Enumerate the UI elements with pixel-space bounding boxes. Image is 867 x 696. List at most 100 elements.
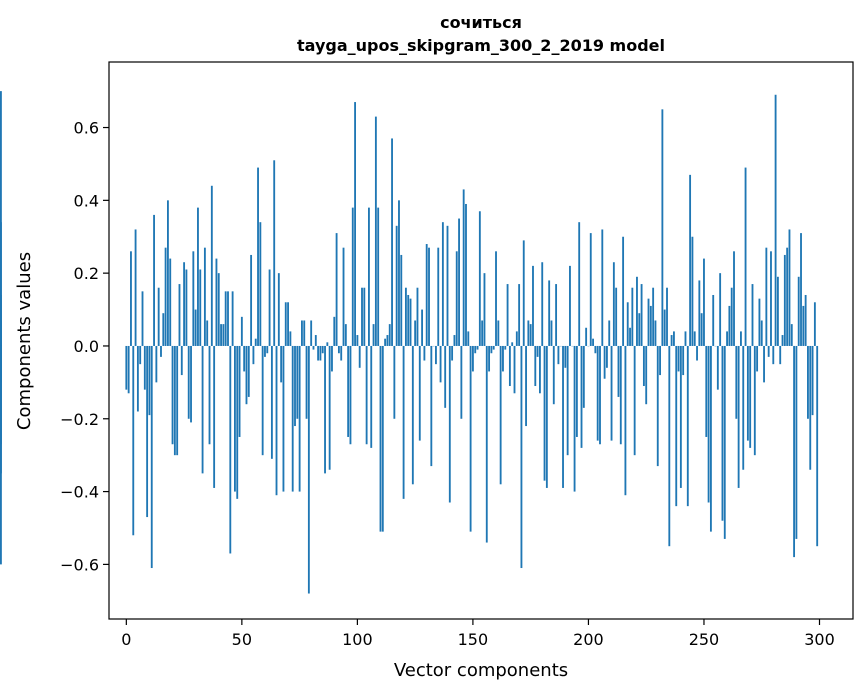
plot-frame [108, 61, 854, 620]
bar-191 [566, 345, 569, 456]
bar-196 [578, 222, 581, 346]
bar-48 [236, 345, 239, 499]
bar-143 [455, 251, 458, 346]
bar-10 [148, 345, 151, 416]
bar-23 [178, 284, 181, 346]
bar-185 [552, 345, 555, 405]
bar-220 [633, 345, 636, 456]
bar-131 [428, 247, 430, 346]
y-axis-ticks: −0.6 −0.4 −0.2 0.0 0.2 0.4 0.6 [60, 119, 109, 574]
bar-5 [136, 345, 139, 412]
bar-236 [670, 335, 673, 346]
bar-157 [488, 345, 491, 372]
bar-276 [763, 345, 765, 383]
bar-108 [374, 116, 377, 346]
bar-68 [282, 345, 285, 492]
bar-33 [201, 345, 204, 474]
bar-28 [190, 345, 192, 423]
bar-75 [298, 345, 301, 492]
bar-258 [721, 345, 724, 521]
bar-9 [146, 345, 149, 518]
x-axis-label: Vector components [394, 660, 568, 681]
bar-99 [354, 102, 356, 346]
bar-19 [169, 258, 172, 346]
bar-259 [723, 345, 726, 539]
bar-226 [647, 298, 650, 346]
bar-298 [813, 302, 816, 346]
bar-41 [220, 324, 222, 346]
x-tick-label: 100 [342, 630, 373, 649]
bar-223 [640, 284, 643, 346]
bar-undefined [0, 91, 2, 346]
bar-149 [469, 345, 472, 532]
bar-1 [127, 345, 130, 394]
bar-179 [539, 345, 541, 394]
bar-209 [608, 320, 611, 346]
bar-159 [492, 345, 495, 350]
bar-194 [573, 345, 576, 492]
chart-title: сочиться [440, 13, 522, 32]
bar-244 [689, 174, 692, 346]
x-tick-label: 200 [573, 630, 604, 649]
bar-138 [444, 345, 447, 408]
bar-204 [596, 345, 599, 441]
bar-206 [601, 229, 604, 346]
bar-45 [229, 345, 232, 554]
bar-113 [386, 335, 389, 346]
bar-74 [296, 345, 299, 419]
bar-93 [340, 345, 343, 361]
bar-271 [751, 284, 754, 346]
y-tick-label: −0.6 [60, 555, 99, 574]
bar-124 [411, 345, 414, 485]
bar-117 [395, 225, 398, 346]
bar-198 [582, 345, 585, 408]
bar-177 [534, 345, 537, 387]
bar-224 [642, 345, 645, 387]
bar-162 [499, 345, 502, 485]
bar-287 [788, 229, 791, 346]
bar-281 [774, 94, 777, 346]
bar-203 [594, 345, 597, 354]
bar-272 [753, 345, 756, 456]
bar-83 [317, 345, 320, 361]
bar-158 [490, 345, 493, 354]
bar-107 [372, 324, 375, 346]
y-tick-label: 0.0 [74, 337, 99, 356]
bar-243 [686, 345, 689, 507]
bar-253 [709, 345, 712, 532]
bar-0 [125, 345, 128, 390]
bar-268 [744, 167, 747, 346]
bar-58 [259, 222, 262, 346]
bar-227 [649, 305, 652, 346]
x-axis-ticks: 0 50 100 150 200 250 300 [121, 619, 835, 649]
y-tick-label: −0.4 [60, 483, 99, 502]
bar-110 [379, 345, 382, 532]
bar-251 [705, 345, 708, 437]
bar-235 [668, 345, 671, 547]
bar-72 [291, 345, 294, 492]
bar-152 [476, 345, 479, 350]
bar-109 [377, 207, 380, 346]
bar-86 [324, 345, 326, 474]
bar-132 [430, 345, 433, 467]
bar-289 [793, 345, 796, 558]
bar-267 [742, 345, 745, 470]
bar-148 [467, 331, 470, 346]
bar-37 [210, 185, 213, 346]
bar-239 [677, 345, 680, 372]
bar-233 [663, 309, 666, 346]
bar-84 [319, 345, 322, 361]
bar-120 [402, 345, 405, 499]
bar-172 [522, 240, 525, 346]
bar-49 [238, 345, 241, 437]
bar-238 [675, 345, 678, 507]
bar-116 [393, 345, 396, 419]
bar-103 [363, 287, 366, 346]
bar-66 [277, 273, 280, 346]
bar-208 [606, 345, 608, 368]
bar-118 [398, 200, 400, 346]
bar-178 [536, 345, 539, 357]
bar-260 [726, 331, 728, 346]
bar-145 [460, 345, 463, 419]
bar-95 [344, 324, 347, 346]
